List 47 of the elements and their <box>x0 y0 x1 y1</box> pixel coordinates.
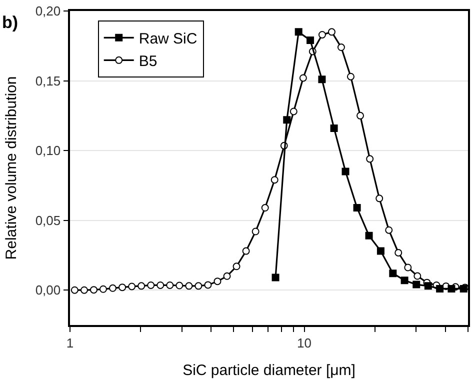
point <box>204 281 212 289</box>
point <box>176 282 184 290</box>
point <box>147 281 155 289</box>
y-tick-label: 0,10 <box>35 143 61 158</box>
point <box>80 286 88 294</box>
point <box>108 284 116 292</box>
y-tick-label: 0,05 <box>35 212 61 228</box>
point <box>290 108 298 116</box>
point <box>376 194 384 202</box>
point <box>185 282 193 290</box>
x-axis-title: SiC particle diameter [μm] <box>182 362 356 379</box>
point <box>366 155 374 163</box>
y-tick-label: 0,15 <box>35 73 61 88</box>
point <box>404 264 412 272</box>
legend-label: B5 <box>138 53 158 70</box>
legend-label: Raw SiC <box>138 30 198 48</box>
point <box>70 286 78 294</box>
point <box>299 74 307 82</box>
x-tick-label: 1 <box>66 335 74 350</box>
point <box>252 228 260 236</box>
point <box>318 30 326 38</box>
point <box>414 272 422 280</box>
point <box>356 112 364 120</box>
point <box>270 176 278 184</box>
point <box>394 248 402 256</box>
point <box>214 278 222 286</box>
text: b) <box>2 13 18 32</box>
y-axis-title: Relative volume distribution <box>3 76 20 260</box>
y-tick-label: 0,20 <box>35 4 61 19</box>
point <box>261 204 269 212</box>
point <box>118 284 126 292</box>
point <box>223 272 231 280</box>
point <box>99 285 107 293</box>
point <box>232 262 240 270</box>
point <box>166 281 174 289</box>
point <box>385 226 393 234</box>
x-tick-label: 10 <box>297 335 312 350</box>
point <box>156 281 164 289</box>
point <box>90 286 98 294</box>
point <box>138 282 146 290</box>
point <box>337 44 345 52</box>
point <box>328 28 336 36</box>
y-tick-label: 0,00 <box>35 282 61 298</box>
point <box>346 72 354 80</box>
point <box>194 282 202 290</box>
point <box>242 247 250 255</box>
point <box>128 282 136 290</box>
